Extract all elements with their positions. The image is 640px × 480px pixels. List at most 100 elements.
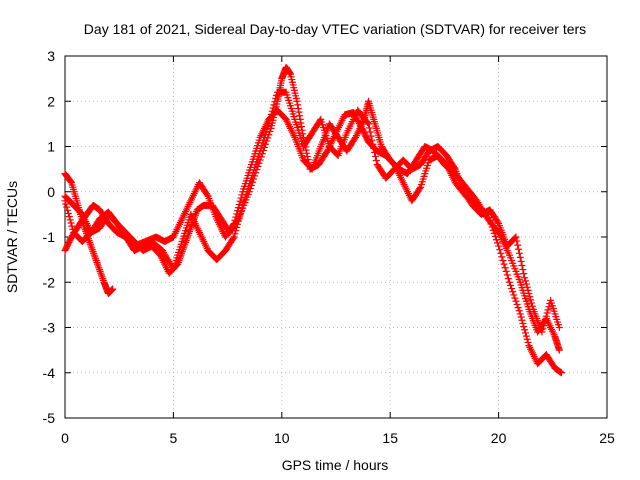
data-point-marker <box>504 275 512 283</box>
y-axis-label: SDTVAR / TECUs <box>4 181 20 293</box>
data-point-marker <box>494 218 502 226</box>
data-point-marker <box>541 319 549 327</box>
data-point-marker <box>303 149 311 157</box>
data-point-marker <box>524 338 532 346</box>
data-point-marker <box>509 288 517 296</box>
x-tick-label: 10 <box>274 430 290 446</box>
data-point-marker <box>523 335 531 343</box>
data-point-marker <box>371 148 379 156</box>
data-point-marker <box>69 225 77 233</box>
data-point-marker <box>514 304 522 312</box>
data-point-marker <box>518 262 526 270</box>
data-point-marker <box>512 297 520 305</box>
data-point-marker <box>303 152 311 160</box>
data-point-marker <box>233 223 241 231</box>
data-point-marker <box>297 119 305 127</box>
data-point-marker <box>109 285 117 293</box>
data-point-marker <box>517 313 525 321</box>
data-point-marker <box>231 216 239 224</box>
data-point-marker <box>65 213 73 221</box>
data-point-marker <box>497 249 505 257</box>
data-point-marker <box>203 191 211 199</box>
data-point-marker <box>236 211 244 219</box>
data-point-marker <box>519 319 527 327</box>
x-tick-label: 5 <box>170 430 178 446</box>
data-point-marker <box>367 132 375 140</box>
data-point-marker <box>237 208 245 216</box>
data-point-marker <box>268 107 276 115</box>
data-point-marker <box>528 302 536 310</box>
data-point-marker <box>269 104 277 112</box>
data-point-marker <box>519 266 527 274</box>
data-point-marker <box>499 257 507 265</box>
data-point-marker <box>271 98 279 106</box>
data-point-marker <box>234 207 242 215</box>
data-point-marker <box>230 233 238 241</box>
data-point-marker <box>263 137 271 145</box>
data-point-marker <box>270 101 278 109</box>
data-point-marker <box>62 200 70 208</box>
x-tick-label: 15 <box>382 430 398 446</box>
data-point-marker <box>272 95 280 103</box>
data-point-marker <box>293 97 301 105</box>
data-point-marker <box>68 222 76 230</box>
data-point-marker <box>555 324 563 331</box>
data-point-marker <box>522 332 530 340</box>
data-point-marker <box>302 146 310 154</box>
data-point-marker <box>528 299 536 307</box>
data-point-marker <box>295 108 303 116</box>
data-point-marker <box>545 303 553 311</box>
data-point-marker <box>521 277 529 285</box>
data-point-marker <box>416 185 424 193</box>
y-tick-label: -5 <box>43 410 56 426</box>
data-point-marker <box>363 119 371 127</box>
data-point-marker <box>450 164 458 172</box>
y-tick-label: 1 <box>47 139 55 155</box>
data-series <box>61 63 565 377</box>
data-point-marker <box>371 152 379 160</box>
data-point-marker <box>369 140 377 148</box>
y-tick-label: -4 <box>43 365 56 381</box>
data-point-marker <box>267 114 275 122</box>
data-point-marker <box>64 206 72 214</box>
data-point-marker <box>505 278 513 286</box>
x-tick-label: 0 <box>61 430 69 446</box>
data-point-marker <box>63 203 71 211</box>
y-tick-label: -3 <box>43 320 56 336</box>
data-point-marker <box>521 326 529 334</box>
data-point-marker <box>521 329 529 337</box>
data-point-marker <box>66 216 74 224</box>
data-point-marker <box>230 219 238 227</box>
data-point-marker <box>501 264 509 272</box>
data-point-marker <box>370 144 378 152</box>
data-point-marker <box>61 197 69 205</box>
data-point-marker <box>516 253 524 261</box>
data-point-marker <box>234 204 242 212</box>
data-point-marker <box>540 322 548 330</box>
data-point-marker <box>514 241 522 249</box>
data-point-marker <box>267 110 275 118</box>
data-point-marker <box>513 300 521 308</box>
data-point-marker <box>231 230 239 238</box>
y-tick-label: 0 <box>47 184 55 200</box>
data-point-marker <box>235 200 243 208</box>
y-tick-label: -1 <box>43 229 56 245</box>
data-point-marker <box>517 257 525 265</box>
data-point-marker <box>555 346 563 354</box>
data-point-marker <box>526 293 534 301</box>
data-point-marker <box>524 286 532 294</box>
data-point-marker <box>538 328 546 336</box>
data-point-marker <box>368 136 376 144</box>
data-point-marker <box>512 233 520 241</box>
y-tick-label: -2 <box>43 274 56 290</box>
data-point-marker <box>515 249 523 257</box>
data-point-marker <box>520 323 528 331</box>
x-tick-label: 25 <box>599 430 615 446</box>
y-tick-label: 3 <box>47 48 55 64</box>
chart-title: Day 181 of 2021, Sidereal Day-to-day VTE… <box>84 21 586 37</box>
data-point-marker <box>234 217 242 225</box>
data-point-marker <box>515 307 523 315</box>
data-point-marker <box>527 296 535 304</box>
